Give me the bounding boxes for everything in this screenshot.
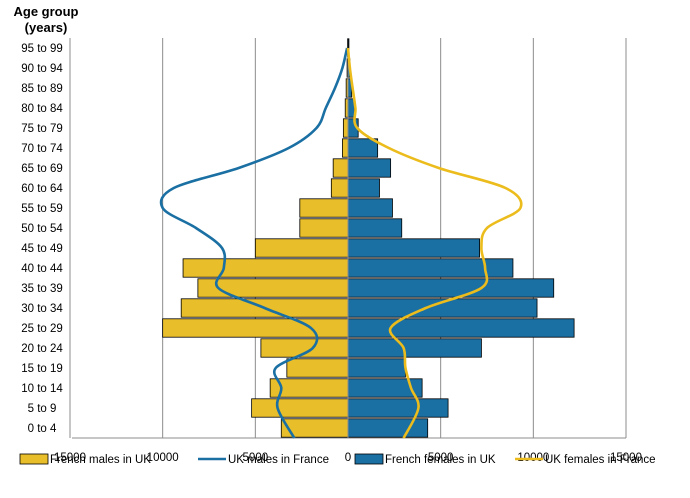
y-tick-label: 15 to 19 — [21, 363, 63, 375]
y-tick-label: 70 to 74 — [21, 143, 63, 155]
series-line — [159, 47, 349, 439]
bar — [286, 358, 349, 378]
y-tick-label: 85 to 89 — [21, 83, 63, 95]
bar — [182, 258, 349, 278]
y-tick-label: 50 to 54 — [21, 223, 63, 235]
x-tick-label: 15000 — [610, 452, 642, 464]
y-tick-label: 55 to 59 — [21, 203, 63, 215]
legend-swatch — [354, 453, 384, 465]
bar — [347, 218, 403, 238]
bar — [347, 278, 555, 298]
y-tick-label: 80 to 84 — [21, 103, 63, 115]
bar — [347, 258, 514, 278]
bar — [251, 398, 349, 418]
x-tick-label: 5000 — [243, 452, 269, 464]
bar — [299, 198, 349, 218]
x-tick-label: 0 — [345, 452, 351, 464]
bar — [332, 158, 349, 178]
y-tick-label: 5 to 9 — [28, 403, 57, 415]
bar — [342, 138, 349, 158]
bar — [347, 198, 393, 218]
bar — [330, 178, 349, 198]
bar — [347, 178, 380, 198]
y-tick-label: 0 to 4 — [28, 423, 57, 435]
bar — [162, 318, 349, 338]
y-tick-label: 30 to 34 — [21, 303, 63, 315]
legend-swatch — [19, 453, 49, 465]
bar — [347, 138, 379, 158]
y-tick-label: 40 to 44 — [21, 263, 63, 275]
x-tick-label: 10000 — [147, 452, 179, 464]
bar — [342, 118, 349, 138]
y-tick-label: 10 to 14 — [21, 383, 63, 395]
bar — [347, 158, 392, 178]
legend-label: UK males in France — [228, 454, 329, 466]
bar — [347, 358, 406, 378]
bar — [197, 278, 349, 298]
x-tick-label: 15000 — [54, 452, 86, 464]
y-tick-label: 60 to 64 — [21, 183, 63, 195]
bar — [347, 318, 575, 338]
y-tick-label: 65 to 69 — [21, 163, 63, 175]
y-tick-label: 75 to 79 — [21, 123, 63, 135]
bar — [299, 218, 349, 238]
series-line — [346, 47, 523, 439]
bar — [347, 238, 480, 258]
y-tick-label: 95 to 99 — [21, 43, 63, 55]
bar — [347, 418, 429, 438]
bar — [347, 398, 449, 418]
bar — [347, 338, 482, 358]
bar — [254, 238, 349, 258]
y-tick-label: 45 to 49 — [21, 243, 63, 255]
y-tick-label: 35 to 39 — [21, 283, 63, 295]
y-tick-label: 25 to 29 — [21, 323, 63, 335]
y-tick-label: 90 to 94 — [21, 63, 63, 75]
y-tick-label: 20 to 24 — [21, 343, 63, 355]
legend-label: UK females in France — [545, 454, 656, 466]
legend-label: French males in UK — [50, 454, 151, 466]
x-tick-label: 5000 — [428, 452, 454, 464]
legend-label: French females in UK — [385, 454, 496, 466]
chart-title: Age group (years) — [13, 4, 79, 35]
